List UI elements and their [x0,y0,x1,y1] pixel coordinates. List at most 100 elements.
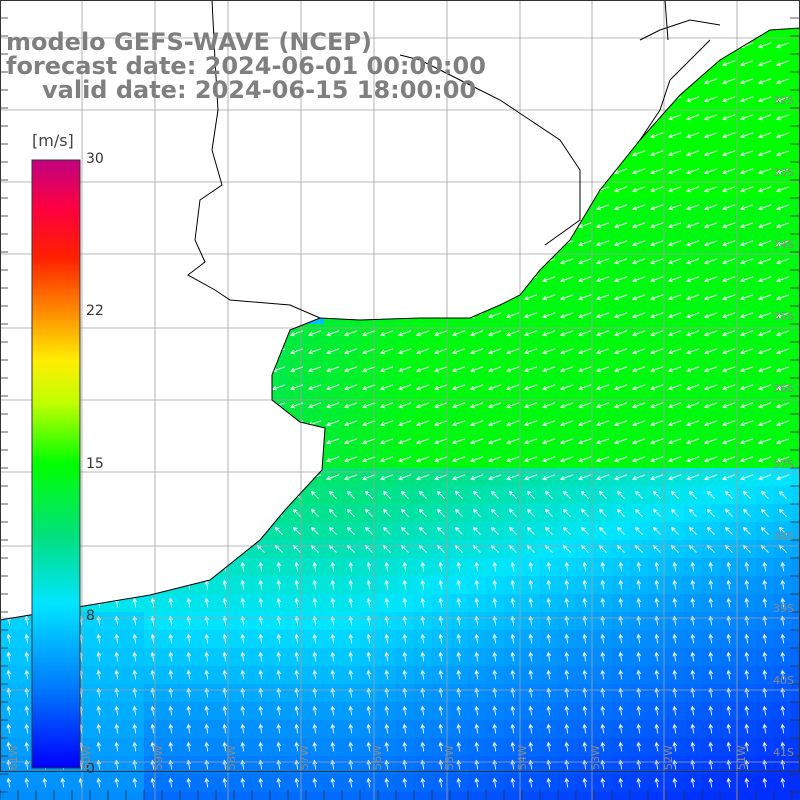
wind-arrow [470,330,484,337]
wind-arrow [686,96,700,103]
wind-arrow [276,597,282,608]
wind-arrow [618,561,624,572]
wind-arrow [596,204,610,211]
wind-arrow [402,579,408,590]
wind-arrow [506,438,520,445]
wind-arrow [114,741,120,752]
wind-arrow [222,777,228,788]
wind-arrow [398,438,412,445]
wind-cell [792,198,800,217]
lon-label-53w: 53W [589,745,602,770]
wind-arrow [434,402,448,409]
wind-arrow [456,741,462,752]
wind-arrow [24,669,30,680]
wind-arrow [310,490,319,499]
wind-arrow [776,402,790,409]
wind-arrow [330,651,336,662]
wind-arrow [776,438,790,445]
wind-arrow [578,222,592,229]
wind-arrow [672,651,678,662]
wind-arrow [132,633,138,644]
wind-arrow [132,741,138,752]
wind-arrow [312,597,318,608]
wind-cell [702,792,721,800]
wind-arrow [222,741,228,752]
wind-arrow [326,456,340,463]
wind-arrow [312,777,318,788]
wind-arrow [636,777,642,788]
wind-arrow [114,705,120,716]
wind-arrow [6,651,12,662]
wind-arrow [456,669,462,680]
wind-arrow [222,669,228,680]
wind-arrow [726,669,732,680]
wind-arrow [366,777,372,788]
wind-arrow [708,561,714,572]
wind-arrow [760,490,769,499]
wind-arrow [524,384,538,391]
wind-arrow [614,222,628,229]
wind-arrow [222,651,228,662]
wind-cell [306,792,325,800]
wind-arrow [542,438,556,445]
wind-arrow [150,633,156,644]
wind-arrow [114,777,120,788]
wind-cell [792,126,800,145]
wind-arrow [618,597,624,608]
wind-arrow [398,402,412,409]
wind-arrow [470,420,484,427]
wind-arrow [776,384,790,391]
wind-cell [180,792,199,800]
wind-arrow [474,579,480,590]
wind-arrow [578,312,592,319]
wind-arrow [308,384,322,391]
wind-arrow [704,294,718,301]
wind-arrow [506,330,520,337]
wind-arrow [524,438,538,445]
wind-cell [288,792,307,800]
wind-arrow [672,579,678,590]
wind-arrow [758,456,772,463]
wind-arrow [704,474,718,481]
wind-arrow [722,204,736,211]
wind-arrow [740,402,754,409]
wind-arrow [636,597,642,608]
wind-cell [792,702,800,721]
wind-arrow [686,420,700,427]
wind-arrow [384,669,390,680]
wind-arrow [654,561,660,572]
wind-arrow [704,276,718,283]
wind-arrow [528,633,534,644]
wind-cell [792,306,800,325]
wind-arrow [330,597,336,608]
wind-arrow [132,723,138,734]
wind-arrow [614,384,628,391]
wind-arrow [722,348,736,355]
wind-arrow [474,705,480,716]
wind-arrow [582,561,588,572]
wind-cell [378,792,397,800]
wind-arrow [348,741,354,752]
wind-arrow [560,438,574,445]
wind-arrow [330,561,336,572]
wind-arrow [776,240,790,247]
wind-arrow [330,633,336,644]
wind-arrow [650,204,664,211]
wind-arrow [240,633,246,644]
wind-arrow [204,651,210,662]
wind-arrow [276,651,282,662]
wind-arrow [470,456,484,463]
wind-arrow [596,438,610,445]
wind-arrow [740,150,754,157]
wind-arrow [326,474,340,481]
wind-arrow [384,651,390,662]
wind-arrow [492,705,498,716]
wind-arrow [310,526,319,535]
wind-arrow [614,240,628,247]
wind-arrow [668,186,682,193]
wind-arrow [436,490,445,499]
wind-arrow [362,474,376,481]
wind-arrow [362,456,376,463]
wind-arrow [632,330,646,337]
wind-arrow [384,777,390,788]
